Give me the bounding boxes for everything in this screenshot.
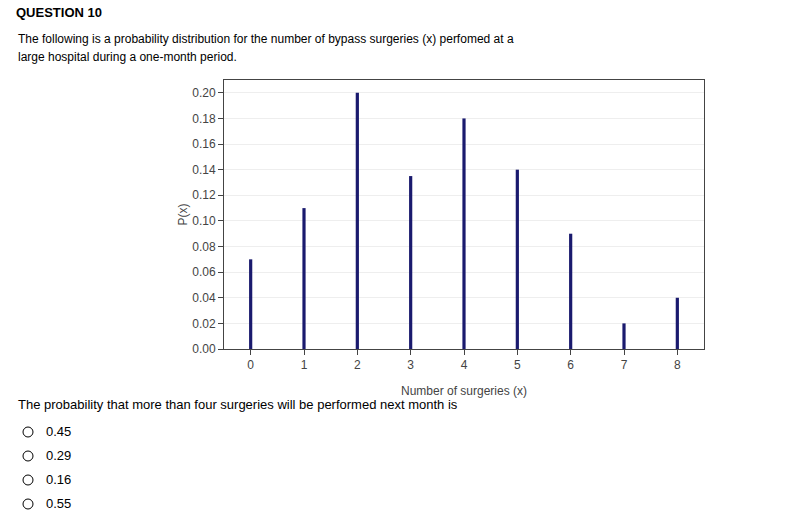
svg-text:The probability that more than: The probability that more than four surg…	[18, 397, 458, 412]
svg-text:0: 0	[247, 358, 254, 372]
svg-text:0.04: 0.04	[192, 291, 216, 305]
svg-text:Number of surgeries (x): Number of surgeries (x)	[401, 384, 527, 398]
svg-text:0.16: 0.16	[46, 472, 71, 487]
svg-text:0.02: 0.02	[192, 317, 216, 331]
svg-text:0.00: 0.00	[192, 342, 216, 356]
svg-text:6: 6	[567, 358, 574, 372]
svg-text:0.10: 0.10	[192, 214, 216, 228]
svg-text:0.29: 0.29	[46, 448, 71, 463]
svg-text:QUESTION 10: QUESTION 10	[16, 5, 102, 20]
svg-text:The following is a probability: The following is a probability distribut…	[18, 32, 514, 46]
svg-text:0.12: 0.12	[192, 188, 216, 202]
svg-text:0.06: 0.06	[192, 265, 216, 279]
svg-text:0.20: 0.20	[192, 86, 216, 100]
svg-text:5: 5	[514, 358, 521, 372]
svg-text:4: 4	[461, 358, 468, 372]
svg-text:2: 2	[354, 358, 361, 372]
svg-text:3: 3	[407, 358, 414, 372]
svg-text:0.16: 0.16	[192, 137, 216, 151]
svg-text:7: 7	[621, 358, 628, 372]
svg-text:1: 1	[301, 358, 308, 372]
svg-text:0.45: 0.45	[46, 424, 71, 439]
svg-text:0.14: 0.14	[192, 163, 216, 177]
svg-text:P(x): P(x)	[176, 204, 190, 226]
svg-text:0.55: 0.55	[46, 496, 71, 511]
svg-text:8: 8	[674, 358, 681, 372]
svg-text:large hospital during a one-mo: large hospital during a one-month period…	[18, 50, 237, 64]
svg-text:0.08: 0.08	[192, 240, 216, 254]
svg-text:0.18: 0.18	[192, 112, 216, 126]
